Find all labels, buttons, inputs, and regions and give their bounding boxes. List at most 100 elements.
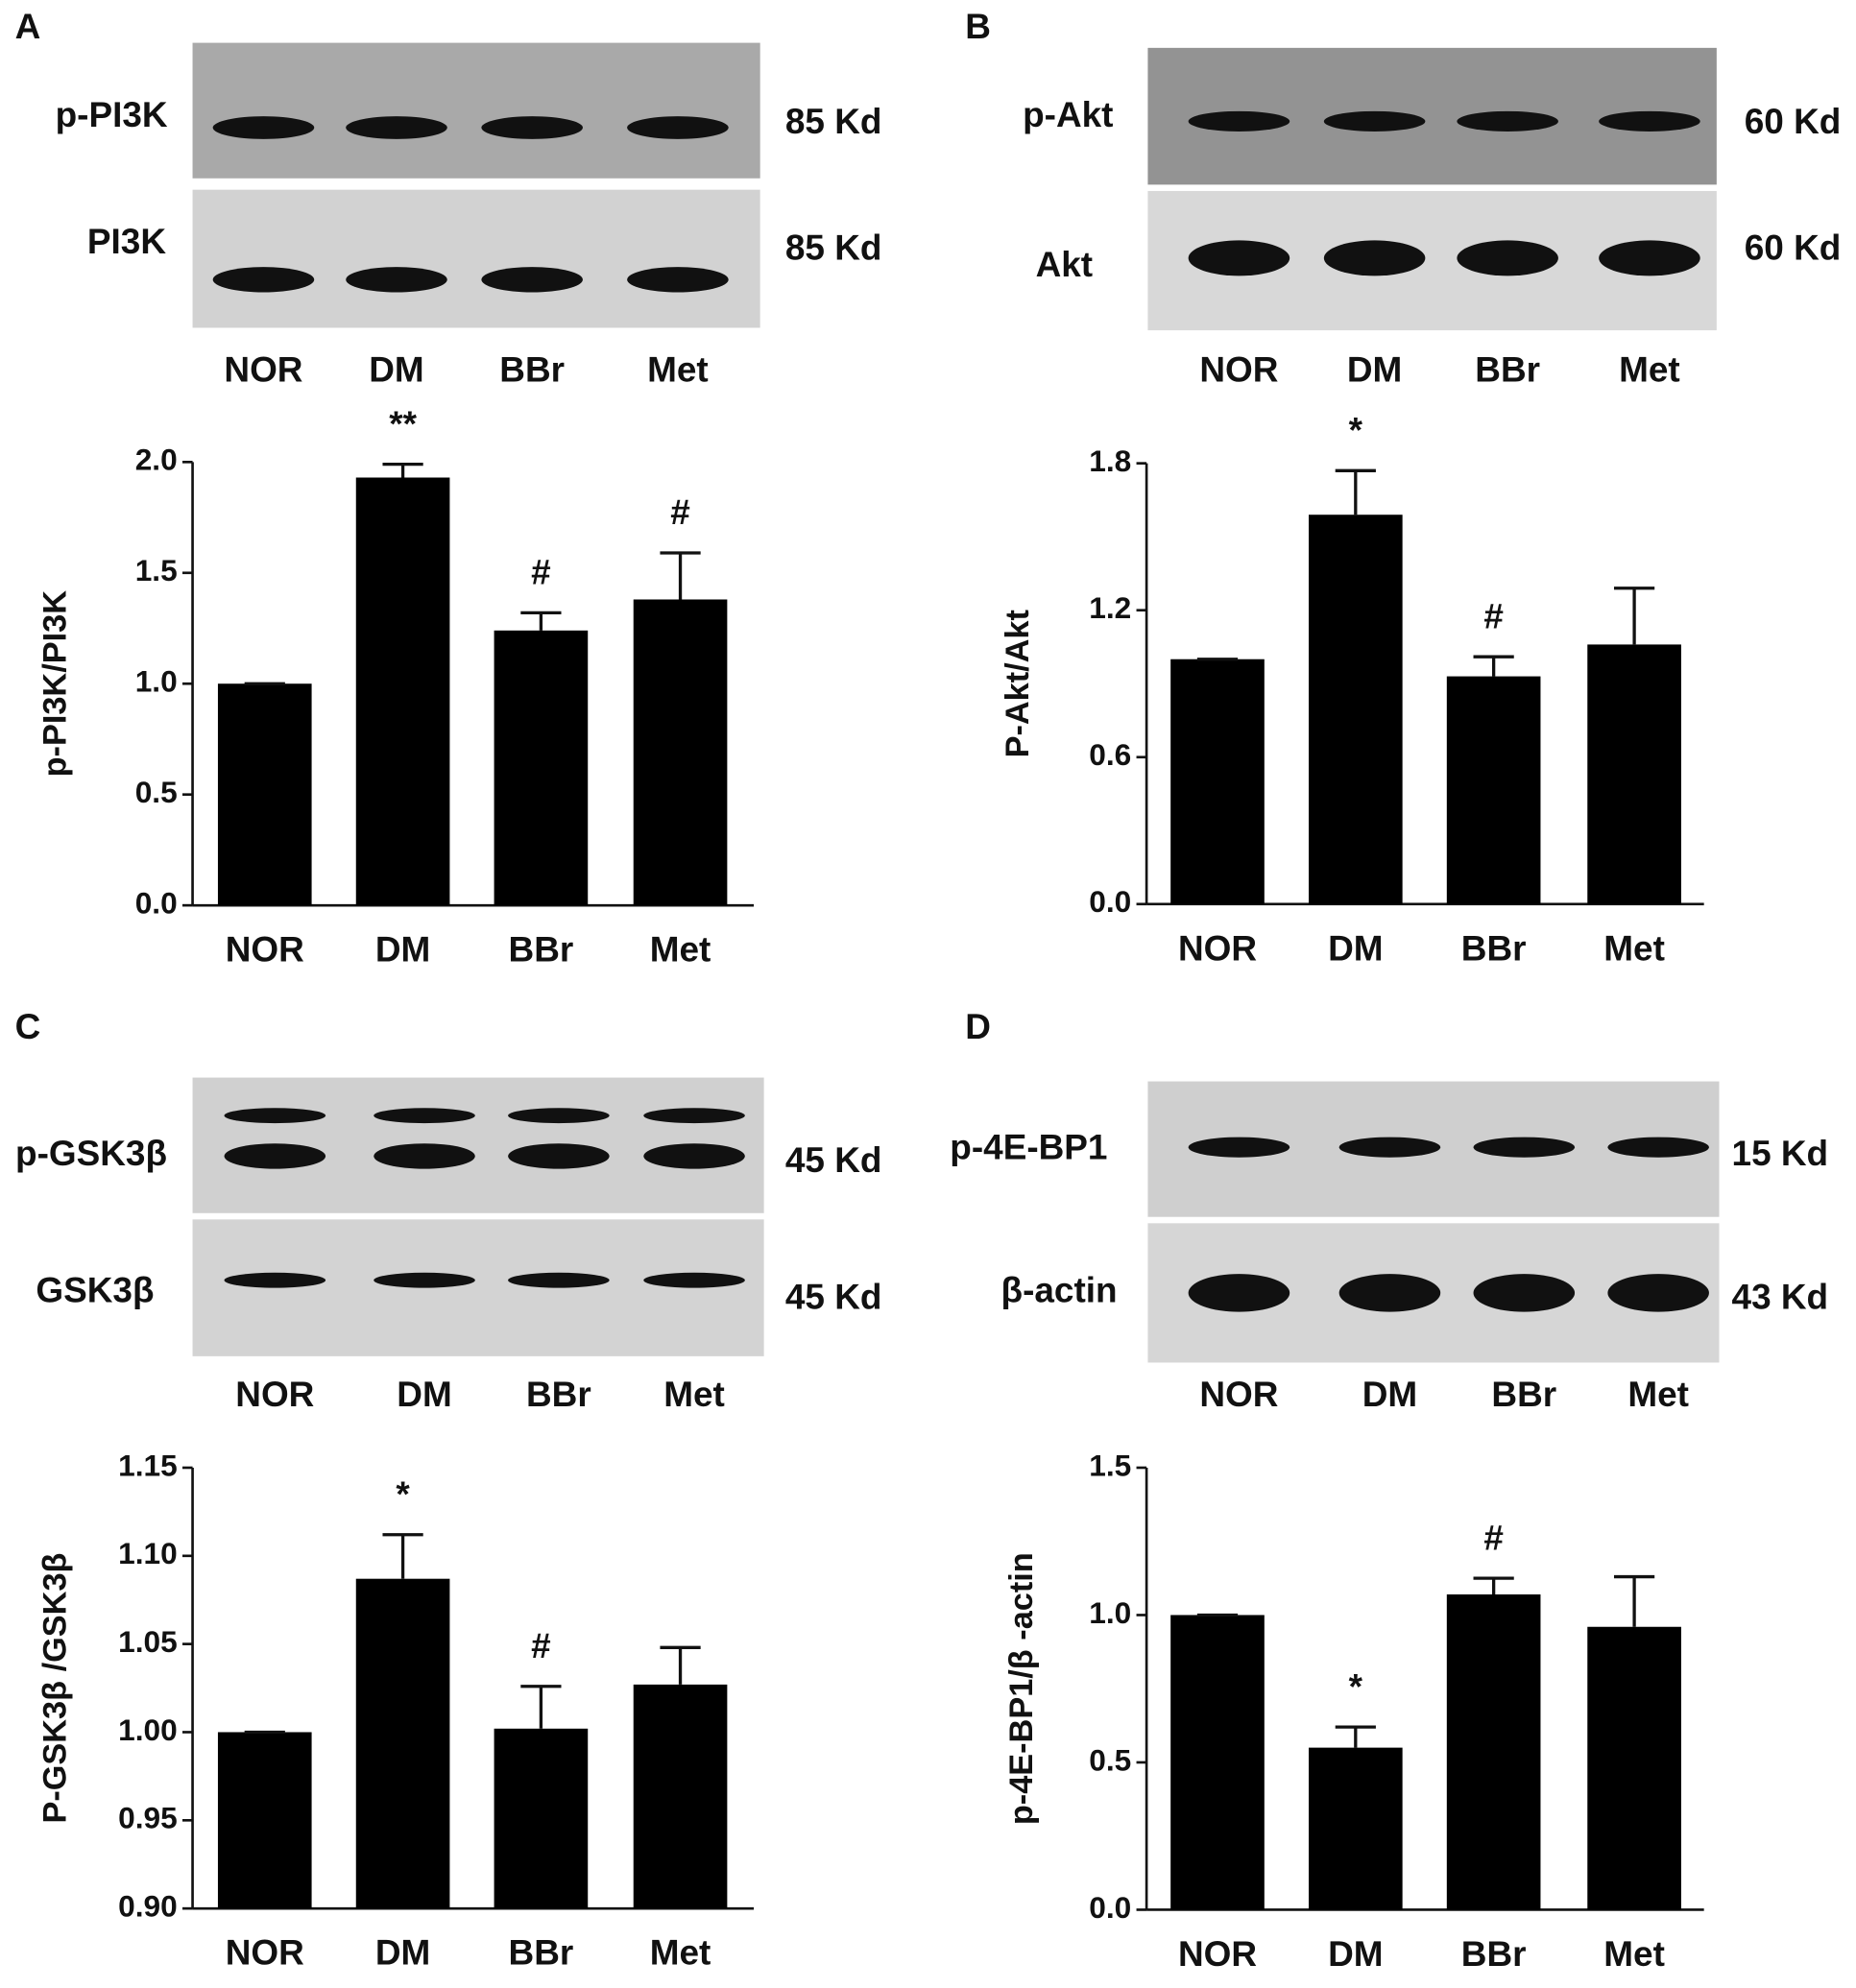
blot-band: [1607, 1137, 1709, 1158]
blot-band: [643, 1108, 745, 1124]
blot-band: [1188, 240, 1290, 276]
x-tick-label: NOR: [1178, 1934, 1257, 1974]
blot-row-label: p-GSK3β: [15, 1134, 167, 1173]
x-tick-label: DM: [1328, 928, 1383, 968]
y-axis-label: P-GSK3β /GSK3β: [36, 1553, 73, 1824]
bar: [1587, 1626, 1681, 1910]
x-tick-label: BBr: [1461, 928, 1527, 968]
bar: [1170, 659, 1265, 904]
x-tick-label: Met: [1603, 928, 1665, 968]
error-bar: [520, 1685, 562, 1729]
y-tick-label: 0.95: [118, 1801, 178, 1835]
blot-row-label: Akt: [1036, 245, 1094, 284]
error-bar: [382, 462, 423, 478]
y-tick-label: 0.90: [118, 1889, 178, 1924]
lane-label: NOR: [1199, 349, 1278, 389]
y-tick-label: 0.5: [135, 775, 178, 809]
x-tick-label: NOR: [226, 1933, 304, 1973]
y-tick-label: 1.5: [135, 553, 178, 587]
y-tick-label: 1.0: [135, 664, 178, 699]
lane-label: NOR: [224, 349, 302, 389]
blot-band: [224, 1108, 326, 1124]
blot-band: [643, 1272, 745, 1288]
x-tick-label: DM: [1328, 1934, 1383, 1974]
significance-mark: #: [670, 492, 690, 532]
significance-mark: #: [531, 553, 551, 592]
panel-label: B: [965, 7, 991, 46]
y-tick-label: 1.10: [118, 1536, 178, 1570]
significance-mark: #: [531, 1626, 551, 1665]
blot-band: [224, 1143, 326, 1169]
significance-mark: #: [1483, 1518, 1504, 1557]
blot-band: [508, 1143, 610, 1169]
bar: [355, 1578, 450, 1909]
x-tick-label: BBr: [509, 1933, 574, 1973]
bar: [217, 683, 312, 906]
significance-mark: *: [1349, 1666, 1363, 1706]
blot-band: [212, 116, 315, 139]
error-bar: [1335, 468, 1376, 515]
blot-row-label: p-Akt: [1023, 95, 1113, 134]
blot-band: [1323, 240, 1426, 276]
panel-label: D: [965, 1007, 991, 1046]
blot-size-label: 60 Kd: [1745, 228, 1842, 268]
blot-row-label: p-PI3K: [56, 95, 168, 134]
bar: [494, 630, 589, 906]
blot-size-label: 60 Kd: [1745, 102, 1842, 141]
blot-size-label: 15 Kd: [1732, 1134, 1829, 1173]
panel: Cp-GSK3β 45 Kd GSK3β 45 Kd NOR DM BBr Met 0.90 0.…: [15, 1007, 882, 1973]
bar: [1587, 644, 1681, 904]
blot-band: [212, 267, 315, 293]
y-tick-label: 1.0: [1089, 1595, 1131, 1630]
blot-band: [374, 1108, 475, 1124]
x-tick-label: BBr: [1461, 1934, 1527, 1974]
blot-band: [508, 1272, 610, 1288]
blot-band: [1338, 1274, 1441, 1312]
y-tick-label: 0.0: [1089, 1890, 1131, 1925]
blot-row-label: β-actin: [1001, 1271, 1118, 1310]
lane-label: Met: [1619, 349, 1680, 389]
error-bar: [1613, 1574, 1655, 1627]
y-tick-label: 0.0: [135, 885, 178, 920]
lane-label: BBr: [526, 1375, 591, 1414]
bar: [1308, 515, 1403, 904]
significance-mark: *: [1349, 410, 1363, 449]
error-bar: [520, 611, 562, 631]
lane-label: DM: [1347, 349, 1402, 389]
y-tick-label: 1.2: [1089, 590, 1131, 625]
blot-band: [481, 116, 583, 139]
error-bar: [660, 551, 701, 600]
lane-label: Met: [663, 1375, 725, 1414]
error-bar: [660, 1645, 701, 1685]
bar: [217, 1732, 312, 1909]
lane-label: DM: [1362, 1375, 1417, 1414]
x-tick-label: Met: [650, 930, 711, 970]
y-axis-label: p-4E-BP1/β -actin: [1003, 1552, 1040, 1825]
x-tick-label: Met: [1603, 1934, 1665, 1974]
blot-size-label: 85 Kd: [785, 102, 882, 141]
significance-mark: **: [389, 404, 417, 443]
blot-row: [192, 1219, 764, 1356]
y-tick-label: 1.5: [1089, 1448, 1131, 1482]
blot-band: [374, 1143, 475, 1169]
y-tick-label: 1.8: [1089, 443, 1131, 478]
lane-label: DM: [397, 1375, 451, 1414]
error-bar: [1613, 587, 1655, 645]
blot-band: [481, 267, 583, 293]
x-tick-label: Met: [650, 1933, 711, 1973]
blot-band: [627, 267, 729, 293]
blot-band: [627, 116, 729, 139]
panel: Ap-PI3K 85 Kd PI3K 85 Kd NOR DM BBr Met 0.0 0.5 1.…: [15, 7, 882, 970]
blot-band: [1607, 1274, 1709, 1312]
bar: [355, 477, 450, 906]
blot-band: [374, 1272, 475, 1288]
y-tick-label: 0.0: [1089, 884, 1131, 919]
blot-row-label: p-4E-BP1: [950, 1128, 1107, 1167]
y-tick-label: 2.0: [135, 443, 178, 477]
blot-band: [1188, 1137, 1290, 1158]
x-tick-label: NOR: [1178, 928, 1257, 968]
y-axis-label: p-PI3K/PI3K: [36, 590, 73, 778]
bar: [633, 599, 728, 906]
blot-band: [346, 116, 447, 139]
